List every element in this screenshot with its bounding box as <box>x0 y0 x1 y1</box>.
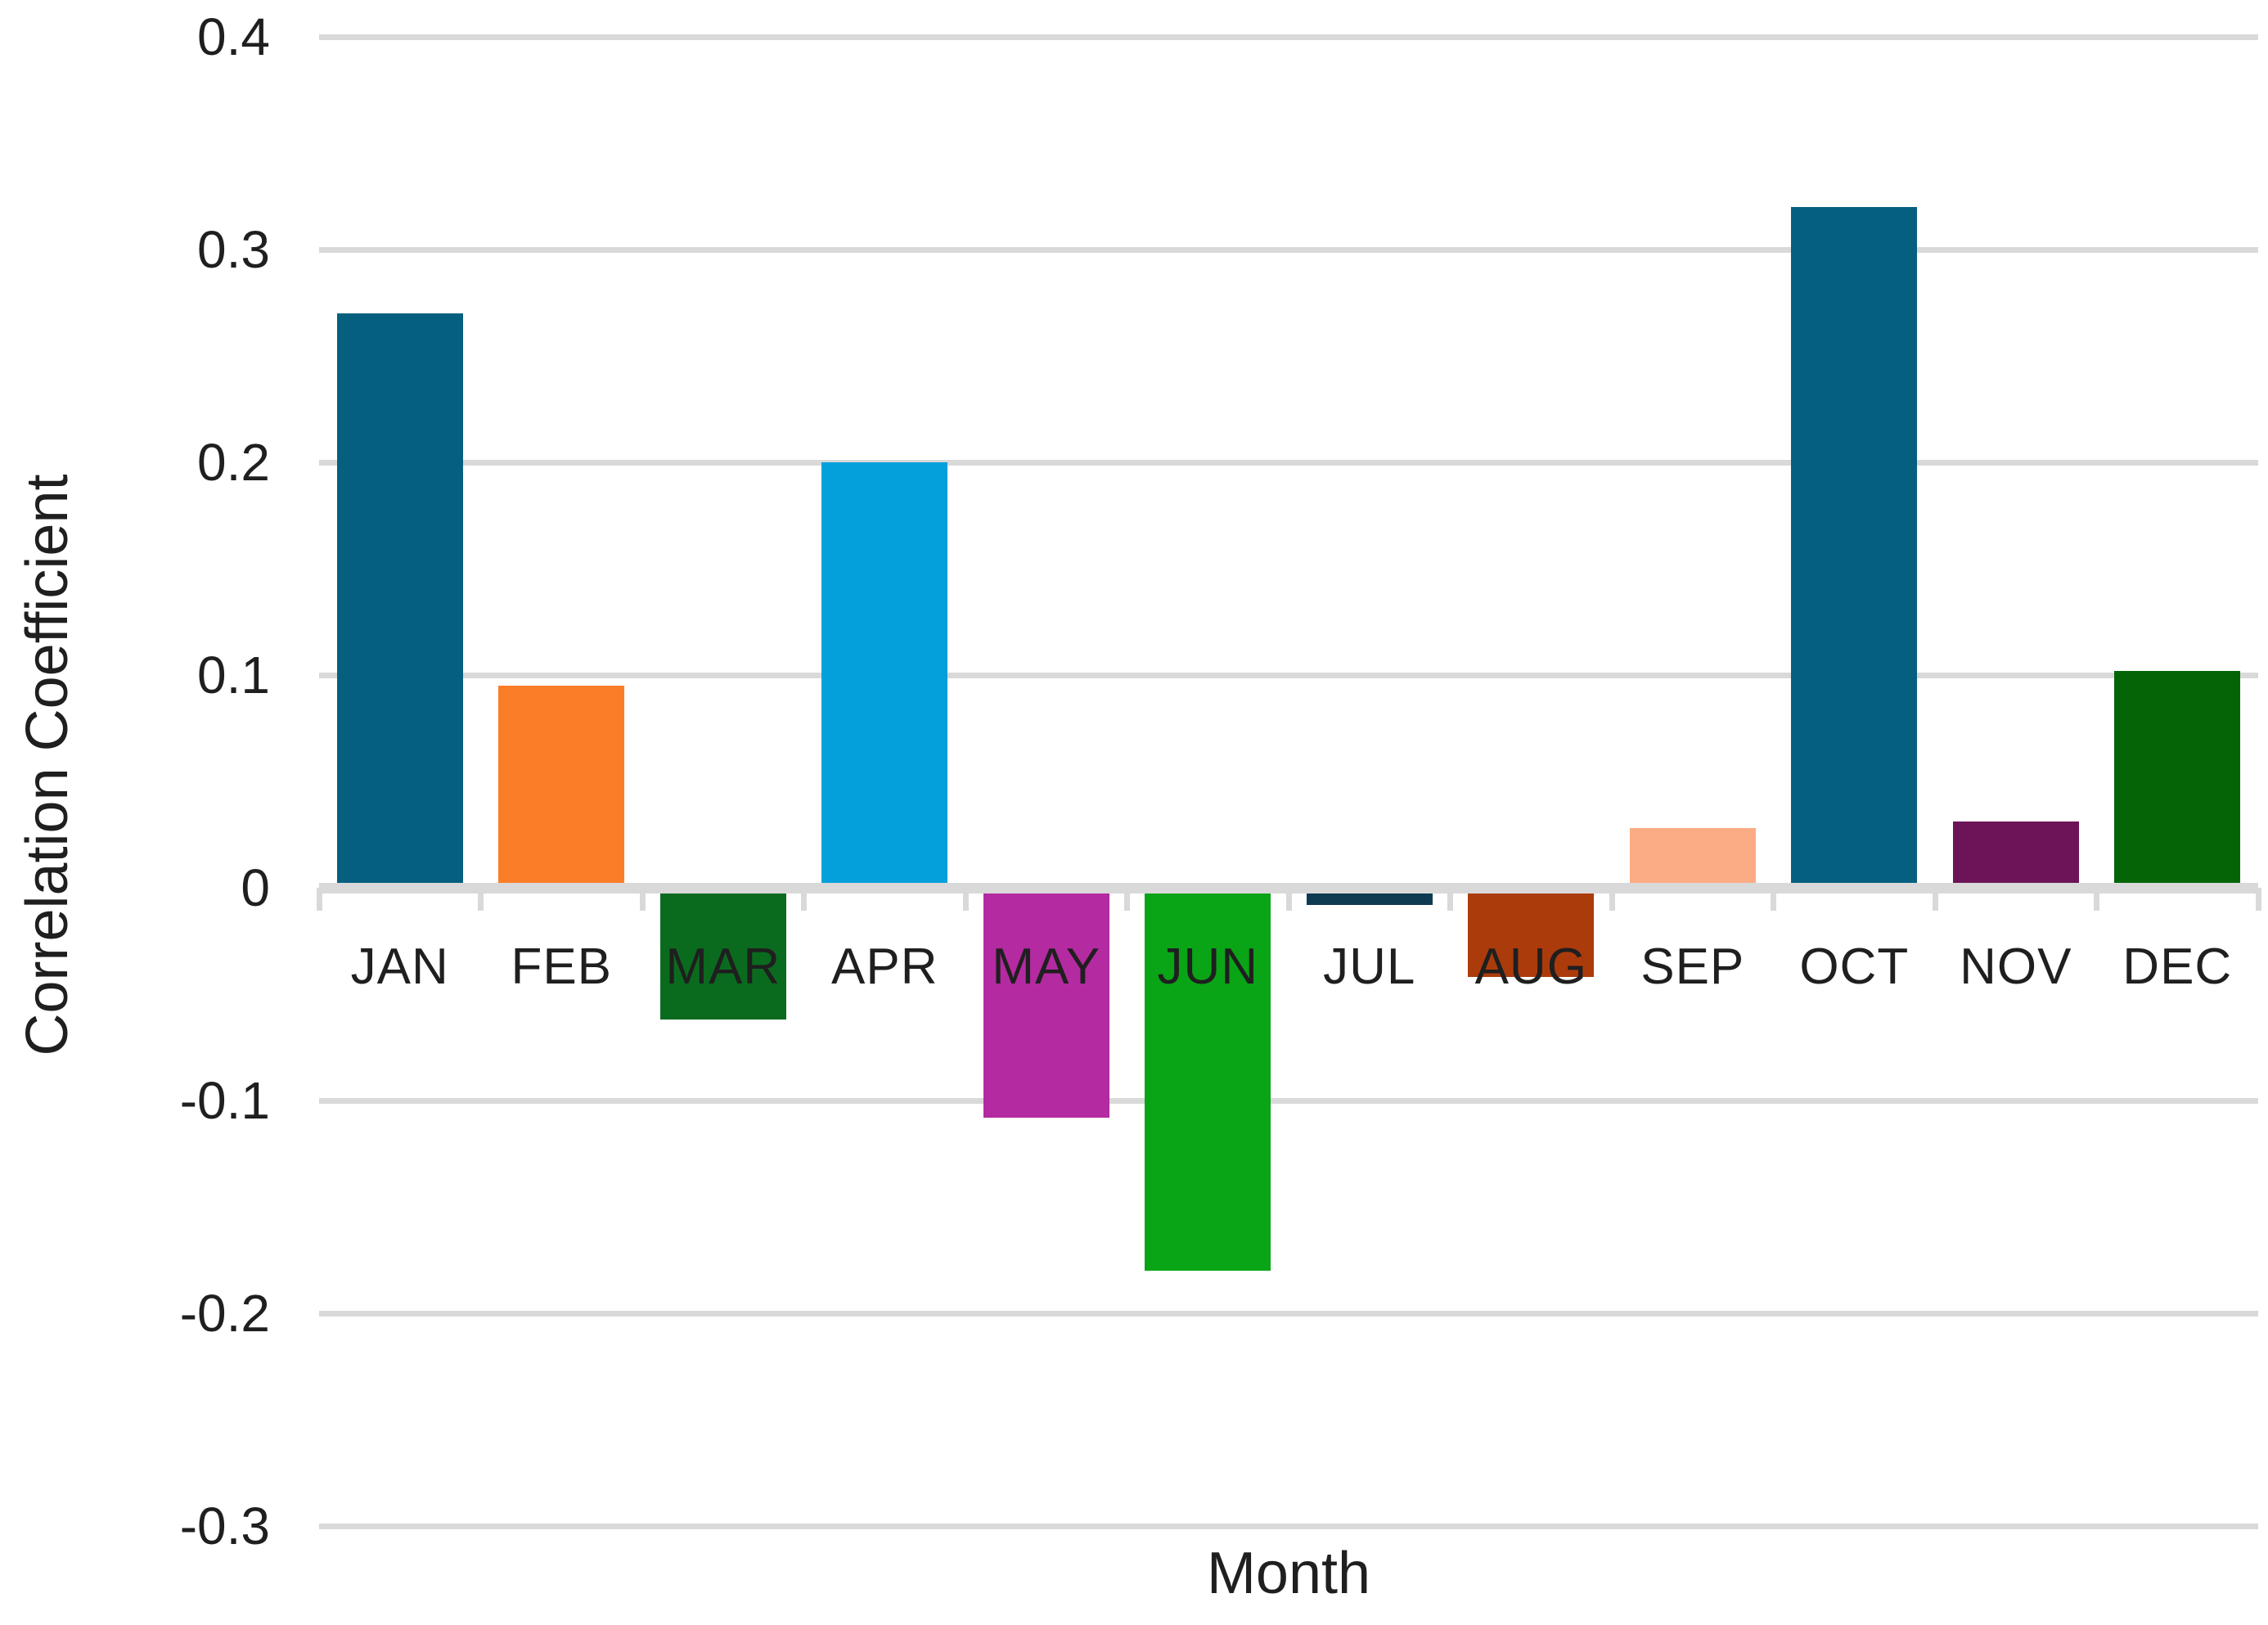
gridline <box>319 1097 2258 1104</box>
gridline <box>319 1523 2258 1529</box>
bar-mar <box>659 888 786 1020</box>
x-axis-tick-mark <box>2255 888 2261 911</box>
x-axis-tick-label: FEB <box>511 939 613 995</box>
x-axis-tick-label: JUL <box>1323 939 1416 995</box>
x-axis-tick-mark <box>1932 888 1938 911</box>
y-axis-tick-label: -0.3 <box>179 1497 270 1555</box>
x-axis-tick-label: AUG <box>1474 939 1587 995</box>
bar-feb <box>498 686 625 888</box>
x-axis-tick-mark <box>478 888 484 911</box>
y-axis-tick-label: 0.3 <box>197 220 270 279</box>
x-axis-tick-mark <box>1771 888 1776 911</box>
bar-apr <box>821 462 948 888</box>
bar-jan <box>336 313 463 888</box>
bar-oct <box>1791 207 1918 888</box>
x-axis-tick-label: JAN <box>350 939 449 995</box>
x-axis-tick-mark <box>316 888 322 911</box>
y-axis-tick-label: 0.2 <box>197 433 270 492</box>
gridline <box>319 246 2258 253</box>
gridline <box>319 34 2258 40</box>
x-axis-tick-mark <box>962 888 969 911</box>
bar-jun <box>1145 888 1271 1271</box>
x-axis-tick-mark <box>1124 888 1130 911</box>
gridline <box>319 1310 2258 1317</box>
x-axis-tick-label: JUN <box>1157 939 1259 995</box>
x-axis-tick-label: DEC <box>2122 939 2233 995</box>
y-axis-tick-label: -0.2 <box>179 1284 270 1343</box>
gridline <box>319 459 2258 466</box>
y-axis-tick-label: 0.4 <box>197 7 270 66</box>
y-axis-title: Correlation Coefficient <box>15 474 80 1056</box>
x-axis-tick-label: MAY <box>992 939 1101 995</box>
bar-may <box>983 888 1109 1118</box>
bar-nov <box>1952 822 2079 888</box>
x-axis-tick-mark <box>2094 888 2099 911</box>
x-axis-tick-mark <box>801 888 807 911</box>
y-axis-tick-label: 0 <box>241 858 270 917</box>
gridline <box>319 672 2258 678</box>
x-axis-tick-mark <box>639 888 646 911</box>
bar-dec <box>2114 670 2241 888</box>
y-axis-tick-label: -0.1 <box>179 1071 270 1130</box>
bar-aug <box>1468 888 1595 978</box>
x-axis-tick-label: SEP <box>1640 939 1745 995</box>
x-axis-tick-label: APR <box>831 939 938 995</box>
x-axis-tick-label: OCT <box>1799 939 1910 995</box>
y-axis-tick-label: 0.1 <box>197 646 270 704</box>
x-axis-tick-label: MAR <box>665 939 781 995</box>
x-axis-tick-label: NOV <box>1960 939 2072 995</box>
x-axis-tick-mark <box>1609 888 1615 911</box>
x-axis-tick-mark <box>1285 888 1292 911</box>
bar-sep <box>1629 828 1756 888</box>
x-axis-title: Month <box>1206 1541 1371 1606</box>
x-axis-tick-mark <box>1447 888 1453 911</box>
